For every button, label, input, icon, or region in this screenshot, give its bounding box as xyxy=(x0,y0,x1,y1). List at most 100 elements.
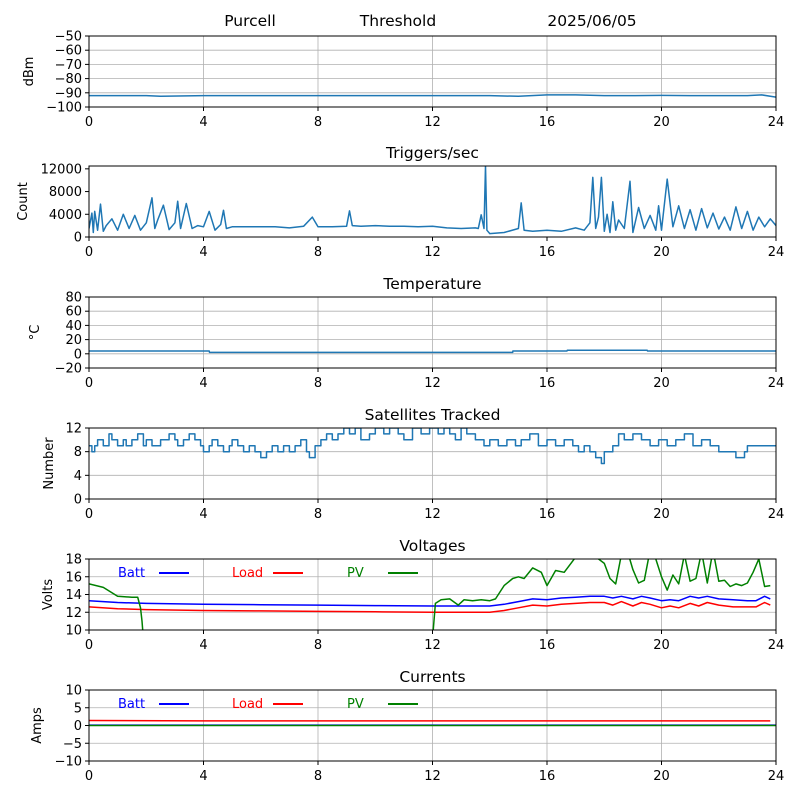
x-tick-label: 24 xyxy=(768,245,785,260)
panel-5: 0 4 8 12 16 20 24 −10 −5 0 5 10 Currents Amps Batt Load… xyxy=(30,668,784,784)
x-tick-label: 0 xyxy=(85,638,93,653)
x-tick-label: 8 xyxy=(314,376,322,391)
y-tick-label: 12 xyxy=(65,606,82,621)
series-group xyxy=(89,719,776,727)
x-tick-label: 0 xyxy=(85,507,93,522)
panel-4: 0 4 8 12 16 20 24 10 12 14 16 18 Voltages Volts Batt Lo… xyxy=(41,537,784,653)
x-tick-label: 8 xyxy=(314,245,322,260)
header-date: 2025/06/05 xyxy=(547,12,636,30)
x-tick-label: 12 xyxy=(424,115,441,130)
series-group xyxy=(89,559,771,630)
series-line-0 xyxy=(89,94,776,98)
x-tick-label: 0 xyxy=(85,245,93,260)
x-tick-label: 8 xyxy=(314,507,322,522)
y-tick-label: 5 xyxy=(74,701,82,716)
x-tick-label: 16 xyxy=(539,769,556,784)
y-tick-label: 0 xyxy=(74,493,82,508)
y-tick-label: −100 xyxy=(46,101,82,116)
y-tick-label: 0 xyxy=(74,719,82,734)
legend-label-pv: PV xyxy=(347,566,364,581)
x-tick-label: 12 xyxy=(424,376,441,391)
y-tick-label: 12 xyxy=(65,422,82,437)
legend-label-batt: Batt xyxy=(118,566,145,581)
x-tick-label: 8 xyxy=(314,638,322,653)
y-tick-label: 10 xyxy=(65,684,82,699)
x-tick-label: 20 xyxy=(653,245,670,260)
y-tick-label: 4000 xyxy=(49,208,82,223)
x-tick-label: 12 xyxy=(424,769,441,784)
series-group xyxy=(89,349,776,354)
panel-title: Currents xyxy=(399,668,465,686)
header-station: Purcell xyxy=(224,12,276,30)
series-group xyxy=(89,166,776,235)
series-line-0 xyxy=(89,166,776,235)
series-line-load xyxy=(89,600,771,614)
legend-label-pv: PV xyxy=(347,697,364,712)
y-tick-label: −80 xyxy=(55,72,82,87)
y-tick-label: 20 xyxy=(65,333,82,348)
y-tick-label: −20 xyxy=(55,362,82,377)
legend-label-load: Load xyxy=(232,697,263,712)
x-tick-label: 24 xyxy=(768,638,785,653)
x-tick-label: 20 xyxy=(653,638,670,653)
y-tick-label: −10 xyxy=(55,755,82,770)
y-tick-label: −70 xyxy=(55,58,82,73)
x-tick-label: 24 xyxy=(768,507,785,522)
x-tick-label: 0 xyxy=(85,376,93,391)
x-tick-label: 20 xyxy=(653,769,670,784)
x-tick-label: 24 xyxy=(768,115,785,130)
y-tick-label: 0 xyxy=(74,231,82,246)
x-tick-label: 16 xyxy=(539,245,556,260)
y-tick-label: 60 xyxy=(65,305,82,320)
legend-label-batt: Batt xyxy=(118,697,145,712)
x-tick-label: 4 xyxy=(199,507,207,522)
y-axis-label: Volts xyxy=(41,579,56,611)
x-tick-label: 0 xyxy=(85,769,93,784)
panel-0: 0 4 8 12 16 20 24 −100−90−80−70−60−50 dBm xyxy=(22,30,784,131)
x-tick-label: 12 xyxy=(424,638,441,653)
x-tick-label: 20 xyxy=(653,376,670,391)
x-tick-label: 8 xyxy=(314,115,322,130)
y-tick-label: 18 xyxy=(65,553,82,568)
x-tick-label: 16 xyxy=(539,376,556,391)
series-group xyxy=(89,94,776,98)
y-tick-label: 80 xyxy=(65,291,82,306)
x-tick-label: 4 xyxy=(199,245,207,260)
series-line-pv xyxy=(89,559,771,630)
y-tick-label: −5 xyxy=(63,737,82,752)
series-line-0 xyxy=(89,428,776,465)
x-tick-label: 24 xyxy=(768,376,785,391)
x-tick-label: 12 xyxy=(424,245,441,260)
y-tick-label: 10 xyxy=(65,624,82,639)
series-line-batt xyxy=(89,595,771,607)
series-group xyxy=(89,428,776,465)
x-tick-label: 4 xyxy=(199,638,207,653)
x-tick-label: 8 xyxy=(314,769,322,784)
x-tick-label: 16 xyxy=(539,115,556,130)
y-tick-label: −50 xyxy=(55,30,82,45)
y-tick-label: 14 xyxy=(65,588,82,603)
x-tick-label: 20 xyxy=(653,115,670,130)
x-tick-label: 4 xyxy=(199,376,207,391)
legend-label-load: Load xyxy=(232,566,263,581)
y-axis-label: Count xyxy=(16,182,31,221)
y-axis-label: dBm xyxy=(22,57,37,87)
y-axis-label: Amps xyxy=(30,707,45,744)
y-tick-label: 0 xyxy=(74,347,82,362)
series-line-0 xyxy=(89,349,776,354)
panel-title: Satellites Tracked xyxy=(365,406,501,424)
x-tick-label: 16 xyxy=(539,507,556,522)
panel-title: Voltages xyxy=(399,537,465,555)
y-axis-label: Number xyxy=(42,437,57,490)
x-tick-label: 20 xyxy=(653,507,670,522)
y-tick-label: 8000 xyxy=(49,185,82,200)
panel-title: Temperature xyxy=(382,275,481,293)
panel-title: Triggers/sec xyxy=(385,144,479,162)
x-tick-label: 24 xyxy=(768,769,785,784)
y-tick-label: 40 xyxy=(65,319,82,334)
x-tick-label: 12 xyxy=(424,507,441,522)
